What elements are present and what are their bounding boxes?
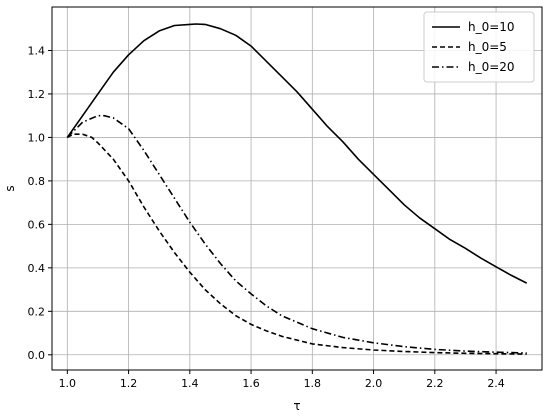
y-tick-label: 0.4 [28, 262, 46, 275]
series-line-h-0-5 [66, 133, 527, 355]
x-axis-ticks: 1.0 1.2 1.4 1.6 1.8 2.0 2.2 2.4 [59, 370, 505, 390]
x-tick-label: 1.4 [181, 377, 199, 390]
series-layer [66, 23, 528, 355]
y-axis-ticks: 0.0 0.2 0.4 0.6 0.8 1.0 1.2 1.4 [28, 44, 52, 362]
x-tick-label: 1.6 [242, 377, 260, 390]
y-tick-label: 0.0 [28, 349, 46, 362]
y-tick-label: 0.8 [28, 175, 46, 188]
plot-frame [51, 6, 543, 371]
legend: h_0=10 h_0=5 h_0=20 [423, 11, 535, 83]
x-tick-label: 2.4 [487, 377, 505, 390]
x-tick-label: 1.2 [120, 377, 138, 390]
legend-entry: h_0=10 [468, 20, 515, 34]
x-tick-label: 2.0 [365, 377, 383, 390]
y-axis-label: s [3, 185, 17, 191]
y-tick-label: 0.2 [28, 305, 46, 318]
series-line-h-0-20 [66, 114, 527, 354]
legend-box [423, 11, 535, 83]
x-tick-label: 1.0 [59, 377, 77, 390]
x-tick-label: 1.8 [304, 377, 322, 390]
legend-entry: h_0=20 [468, 60, 515, 74]
y-tick-label: 0.6 [28, 218, 46, 231]
x-axis-label: τ [293, 399, 300, 413]
legend-entry: h_0=5 [468, 40, 507, 54]
y-tick-label: 1.2 [28, 88, 46, 101]
grid-lines [52, 7, 542, 370]
series-line-h-0-10 [66, 23, 528, 284]
y-tick-label: 1.0 [28, 131, 46, 144]
x-tick-label: 2.2 [426, 377, 444, 390]
y-tick-label: 1.4 [28, 44, 46, 57]
